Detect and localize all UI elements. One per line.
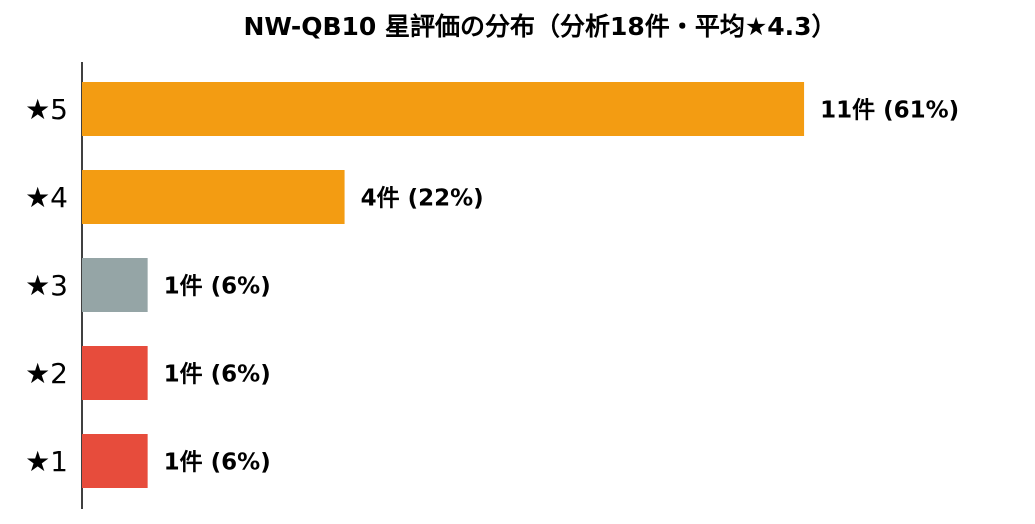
y-tick-label: ★3	[25, 269, 68, 302]
y-tick-label: ★1	[25, 445, 68, 478]
bar	[82, 346, 148, 400]
bar	[82, 170, 345, 224]
value-label: 11件 (61%)	[820, 98, 959, 124]
bar	[82, 82, 805, 136]
value-label: 1件 (6%)	[164, 362, 271, 388]
y-tick-label: ★4	[25, 181, 68, 214]
chart-title: NW-QB10 星評価の分布（分析18件・平均★4.3）	[243, 12, 836, 41]
y-tick-label: ★5	[25, 93, 68, 126]
bar	[82, 258, 148, 312]
bar	[82, 434, 148, 488]
value-label: 1件 (6%)	[164, 450, 271, 476]
value-label: 1件 (6%)	[164, 274, 271, 300]
value-label: 4件 (22%)	[361, 186, 484, 212]
y-tick-label: ★2	[25, 357, 68, 390]
